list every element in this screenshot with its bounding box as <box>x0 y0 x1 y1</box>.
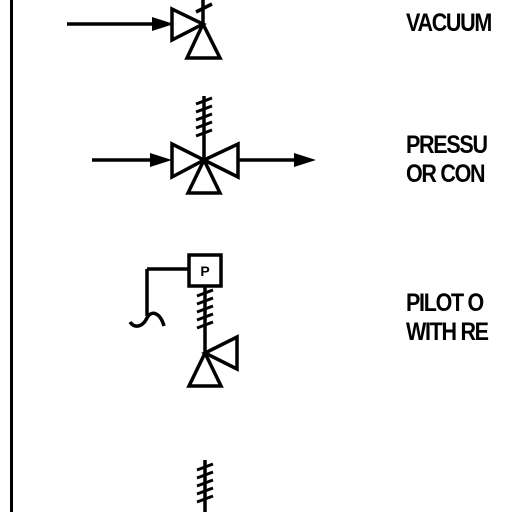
valve-triangle-bottom <box>186 348 224 388</box>
vacuum-relief-valve-symbol <box>67 0 223 60</box>
label-line: PRESSU <box>406 131 488 159</box>
label-line: PILOT O <box>406 289 484 317</box>
inlet-arrowhead-icon <box>150 153 172 167</box>
spring-icon <box>195 96 213 138</box>
pilot-sense-line-end <box>128 311 166 328</box>
vacuum-relief-valve-label: VACUUM <box>406 9 492 38</box>
label-line: VACUUM <box>406 9 492 37</box>
valve-triangle-left <box>170 6 207 43</box>
pilot-operated-valve-symbol <box>128 253 239 388</box>
outlet-arrowhead-icon <box>294 153 316 167</box>
pressure-valve-label: PRESSU OR CON <box>406 131 488 189</box>
pilot-operated-valve-label: PILOT O WITH RE <box>406 289 489 347</box>
spring-icon <box>196 288 214 330</box>
valve-triangle-left <box>170 141 208 180</box>
spring-valve-partial-symbol <box>196 460 214 512</box>
valve-triangle-bottom <box>184 19 223 60</box>
spring-coil-line <box>195 2 213 14</box>
page-border-line <box>10 0 13 512</box>
valve-triangle-bottom <box>185 155 223 195</box>
inlet-arrowhead-icon <box>152 17 174 31</box>
spring-icon <box>196 462 214 504</box>
label-line: WITH RE <box>406 318 489 346</box>
pilot-letter: P <box>200 263 209 279</box>
pressure-valve-symbol <box>92 96 316 195</box>
label-line: OR CON <box>406 160 486 188</box>
valve-triangle-right <box>201 334 239 372</box>
